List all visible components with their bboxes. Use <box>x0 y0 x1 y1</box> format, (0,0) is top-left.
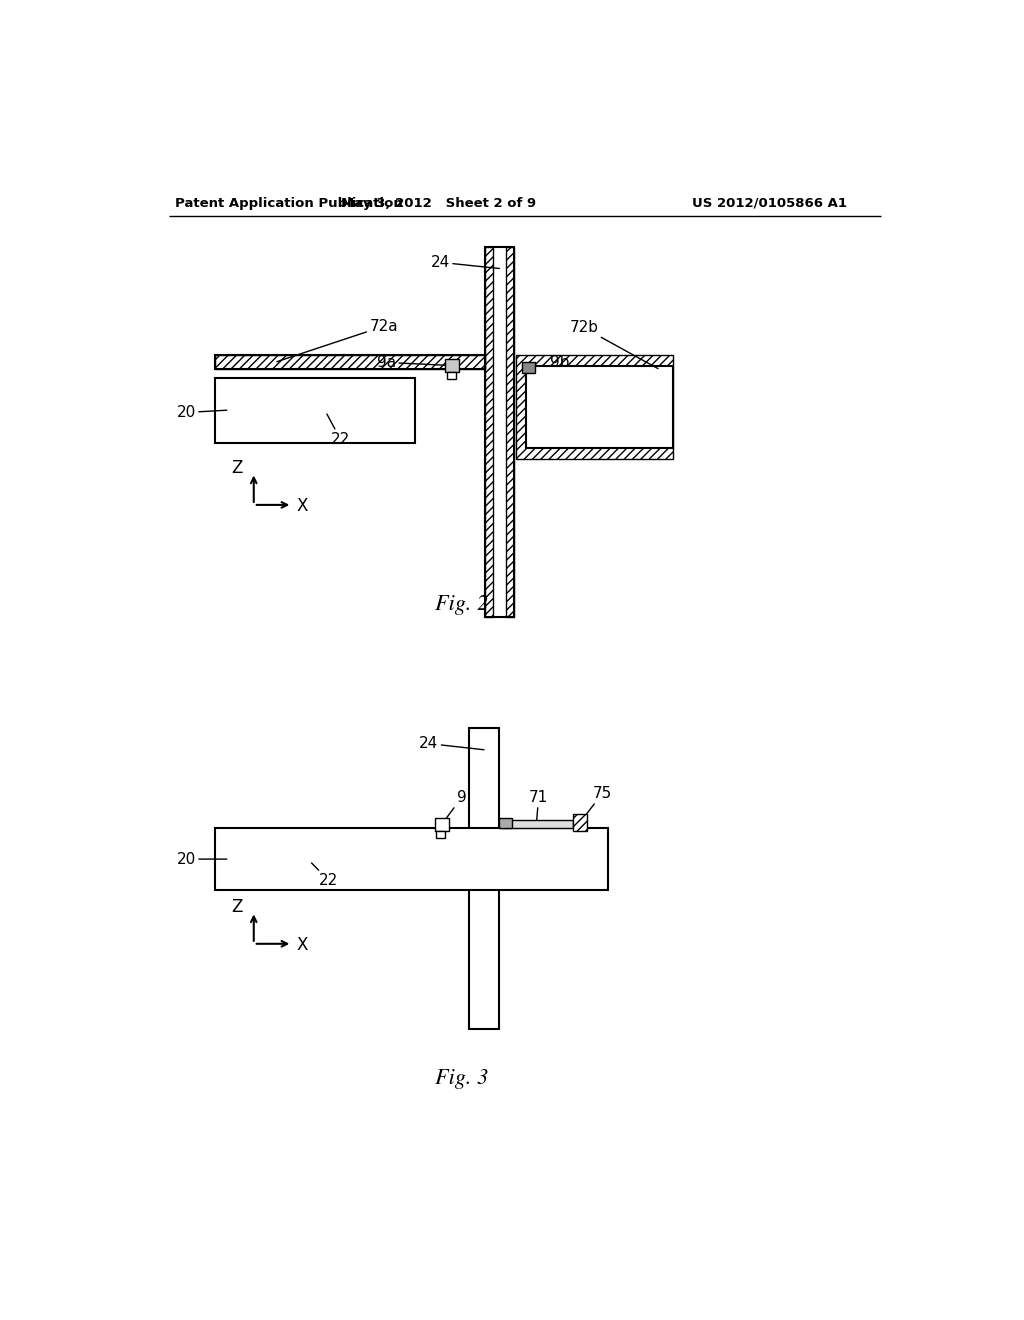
Bar <box>522 363 535 374</box>
Bar <box>436 832 445 838</box>
Text: 20: 20 <box>177 851 226 867</box>
Bar <box>215 829 608 890</box>
Text: 9b: 9b <box>550 355 569 370</box>
Bar <box>215 355 484 368</box>
Text: 22: 22 <box>327 414 350 446</box>
Bar <box>506 247 514 616</box>
Text: 20: 20 <box>177 405 226 420</box>
Bar <box>573 813 587 830</box>
Text: 71: 71 <box>529 789 548 824</box>
Text: 72b: 72b <box>569 321 658 368</box>
Text: 22: 22 <box>311 863 339 888</box>
Text: US 2012/0105866 A1: US 2012/0105866 A1 <box>692 197 847 210</box>
Bar <box>215 355 484 368</box>
Text: Fig. 2: Fig. 2 <box>435 594 488 615</box>
Text: Patent Application Publication: Patent Application Publication <box>175 197 403 210</box>
Text: 72a: 72a <box>276 318 398 362</box>
Text: 24: 24 <box>419 737 484 751</box>
Text: X: X <box>296 936 307 954</box>
Bar <box>494 247 506 616</box>
Bar <box>500 817 512 829</box>
Bar <box>215 378 416 444</box>
Text: Z: Z <box>231 898 243 916</box>
Bar <box>469 729 499 1028</box>
Text: 75: 75 <box>581 787 611 822</box>
Bar <box>484 247 494 616</box>
Bar <box>500 820 573 828</box>
Bar <box>444 359 459 372</box>
Text: X: X <box>296 498 307 515</box>
Bar <box>515 355 674 459</box>
Text: 9: 9 <box>441 789 467 825</box>
Bar <box>447 372 457 379</box>
Text: 9a: 9a <box>377 355 452 370</box>
Text: Z: Z <box>231 459 243 477</box>
Text: 24: 24 <box>431 255 500 269</box>
Bar <box>484 247 514 616</box>
Text: Fig. 3: Fig. 3 <box>435 1068 488 1089</box>
Text: May 3, 2012   Sheet 2 of 9: May 3, 2012 Sheet 2 of 9 <box>341 197 537 210</box>
Bar <box>526 366 674 447</box>
Bar <box>435 817 449 832</box>
